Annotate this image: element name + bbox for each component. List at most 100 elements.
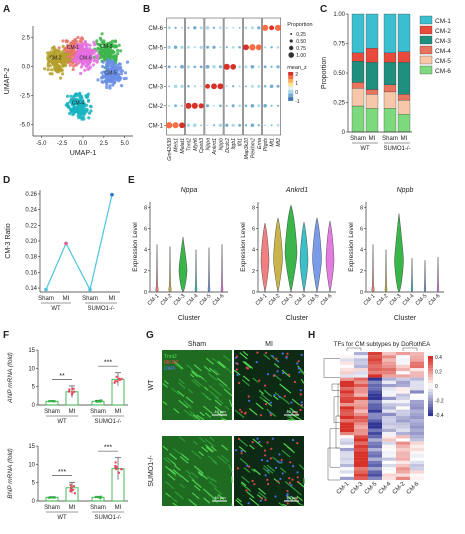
nucleus — [269, 414, 273, 417]
bar-segment-cm-4 — [397, 94, 411, 101]
dot-cm-3 — [200, 85, 203, 88]
fiber — [214, 406, 224, 414]
fiber — [216, 377, 228, 387]
bar-segment-cm-4 — [383, 84, 397, 93]
heatmap-cell — [410, 368, 424, 372]
cluster-label-cm-3: CM-3 — [100, 44, 112, 50]
fiber — [171, 472, 177, 477]
legend-color-swatch — [428, 383, 433, 387]
umap-point — [124, 76, 128, 80]
fiber — [166, 456, 173, 462]
heatmap-cell — [396, 374, 410, 378]
legend-color-tick: 0 — [295, 90, 298, 96]
bar-segment-cm-4 — [365, 89, 379, 95]
fiber — [186, 364, 193, 370]
heatmap-cell — [382, 451, 396, 455]
umap-point — [103, 51, 108, 55]
x-tick-label: CM-5 — [199, 293, 213, 307]
umap-point — [96, 46, 100, 50]
heatmap-cell — [340, 451, 354, 455]
heatmap-cell — [396, 416, 410, 420]
dot-cm-3 — [225, 85, 228, 88]
gene-label: Ptgds — [263, 138, 269, 152]
x-tick-label: -2.5 — [57, 141, 68, 147]
nucleus — [278, 453, 281, 456]
nucleus — [297, 360, 300, 363]
x-tick-label: CM-3 — [281, 293, 295, 307]
legend-color-swatch — [428, 410, 433, 414]
fiber — [249, 497, 260, 507]
row-dendrogram — [323, 358, 340, 481]
umap-point — [101, 64, 105, 69]
umap-point — [113, 66, 117, 70]
fiber — [177, 390, 185, 397]
x-tick-label: MI — [369, 136, 376, 142]
nucleus — [270, 447, 273, 450]
legend-color-swatch — [428, 374, 433, 378]
gene-label: Myh6 — [193, 138, 199, 151]
legend-size-dot — [289, 39, 293, 43]
fiber — [179, 455, 189, 464]
heatmap-cell — [368, 435, 382, 439]
fiber — [193, 485, 201, 491]
heatmap-cell — [368, 361, 382, 365]
y-tick-label: -2.5 — [20, 93, 31, 99]
umap-point — [50, 68, 54, 72]
heatmap-cell — [340, 460, 354, 465]
heatmap-cell — [396, 457, 410, 461]
nucleus — [240, 411, 243, 414]
heatmap-cell — [410, 409, 424, 413]
nucleus — [235, 368, 238, 371]
data-point — [115, 467, 118, 471]
y-axis-label: UMAP-2 — [4, 68, 11, 95]
dot-cm-3 — [276, 84, 280, 88]
y-tick-label: 8 — [252, 205, 255, 211]
heatmap-cell — [410, 419, 424, 423]
fiber — [248, 408, 258, 416]
legend-color-swatch — [428, 371, 433, 375]
bar-segment-cm-5 — [383, 91, 397, 109]
heatmap-cell — [382, 400, 396, 404]
gene-title-nppa: Nppa — [181, 187, 198, 194]
fiber — [241, 481, 247, 487]
umap-point — [105, 85, 109, 90]
x-tick-label: MI — [401, 136, 408, 142]
heatmap-cell — [382, 406, 396, 410]
heatmap-cell — [396, 368, 410, 372]
violin-cm-6 — [325, 221, 335, 293]
heatmap-cell — [396, 470, 410, 474]
dot-cm-3 — [173, 84, 178, 89]
heatmap-cell — [382, 355, 396, 359]
data-point — [69, 486, 73, 489]
x-tick-label: MI — [63, 296, 70, 302]
umap-point — [96, 78, 100, 82]
umap-cluster-cm-2 — [43, 44, 72, 80]
heatmap-cell — [396, 422, 410, 426]
y-tick-label: 15 — [28, 444, 35, 450]
nucleus — [240, 452, 243, 455]
gene-label: Map3k20 — [244, 138, 250, 159]
legend-color-swatch — [288, 86, 294, 91]
dot-cm-1 — [257, 124, 260, 127]
heatmap-cell — [340, 432, 354, 436]
heatmap-cell — [354, 470, 368, 474]
nucleus — [275, 357, 278, 360]
fiber — [272, 395, 279, 401]
umap-point — [84, 43, 88, 47]
umap-point — [80, 57, 84, 61]
dot-cm-5 — [225, 46, 228, 49]
x-tick-label: CM-4 — [402, 293, 416, 307]
gene-group-box — [166, 17, 185, 136]
heatmap-cell — [368, 358, 382, 362]
dot-cm-6 — [225, 26, 228, 29]
nucleus — [286, 352, 289, 355]
heatmap-cell — [340, 390, 354, 394]
umap-point — [57, 49, 61, 53]
umap-point — [125, 60, 130, 64]
dot-cm-1 — [166, 122, 173, 129]
umap-point — [105, 64, 109, 68]
umap-point — [105, 82, 109, 87]
nucleus — [266, 373, 270, 376]
fiber — [289, 407, 299, 416]
y-axis-label: Expression Level — [132, 222, 139, 272]
